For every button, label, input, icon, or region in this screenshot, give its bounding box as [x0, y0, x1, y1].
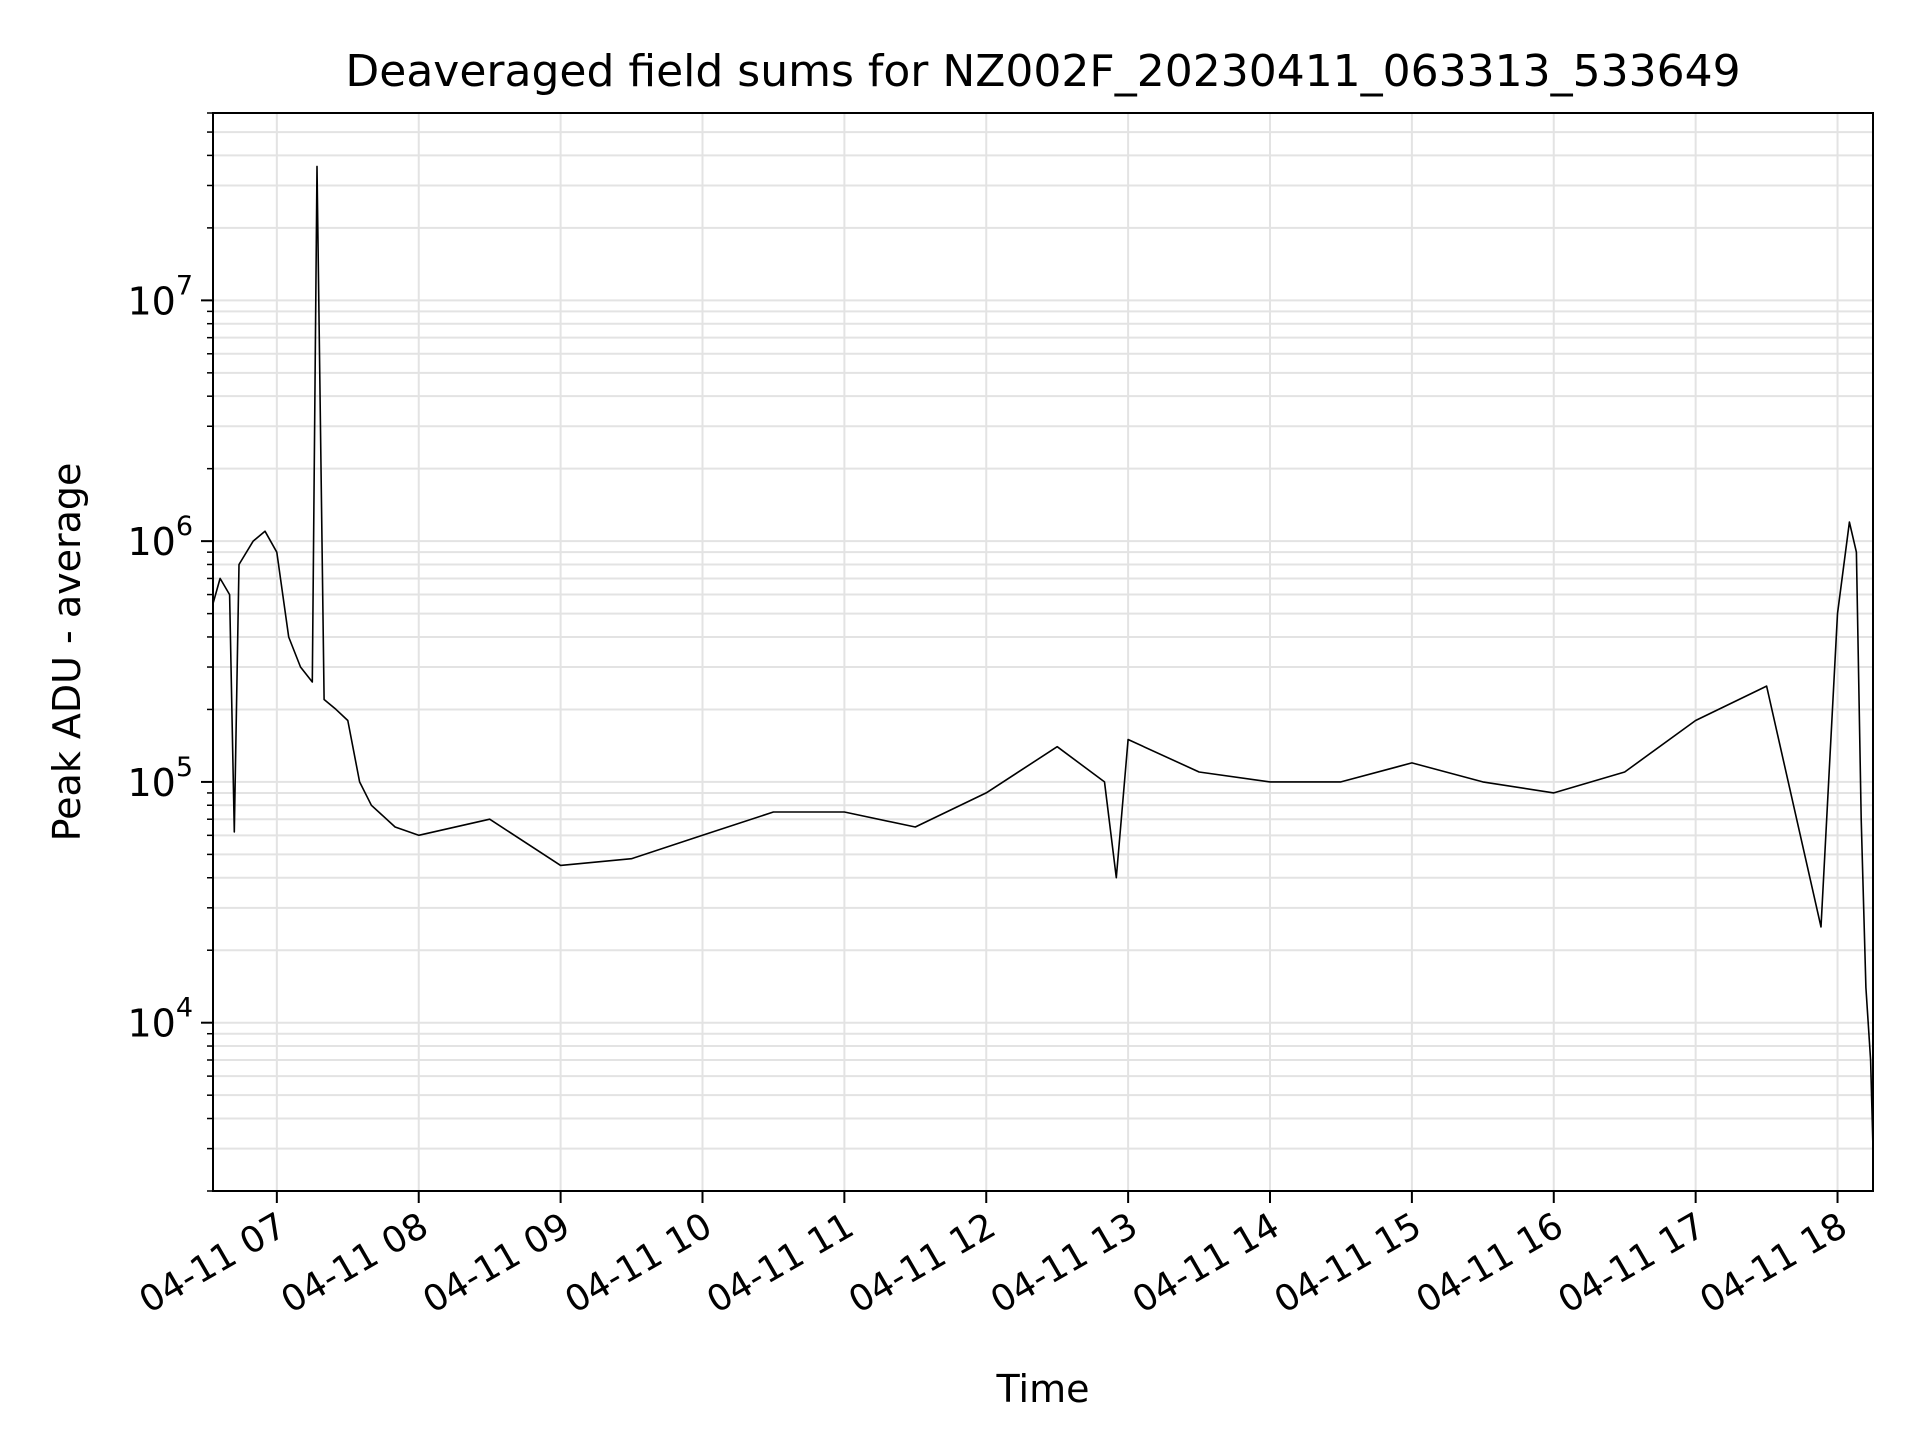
- plot-frame: [212, 112, 1874, 1192]
- y-tick-label: 106: [127, 511, 193, 564]
- x-axis-label: Time: [996, 1367, 1090, 1411]
- series: [212, 165, 1874, 1149]
- series-line: [212, 165, 1874, 1149]
- y-tick-label: 105: [127, 752, 193, 805]
- grid: [213, 112, 1873, 1192]
- plot-area: [213, 113, 1873, 1191]
- y-tick-label: 107: [127, 270, 193, 323]
- y-axis-label: Peak ADU - average: [45, 463, 89, 842]
- chart-title: Deaveraged field sums for NZ002F_2023041…: [345, 46, 1740, 97]
- y-tick-label: 104: [127, 993, 193, 1046]
- y-axis: 104 105 106 107: [127, 112, 213, 1192]
